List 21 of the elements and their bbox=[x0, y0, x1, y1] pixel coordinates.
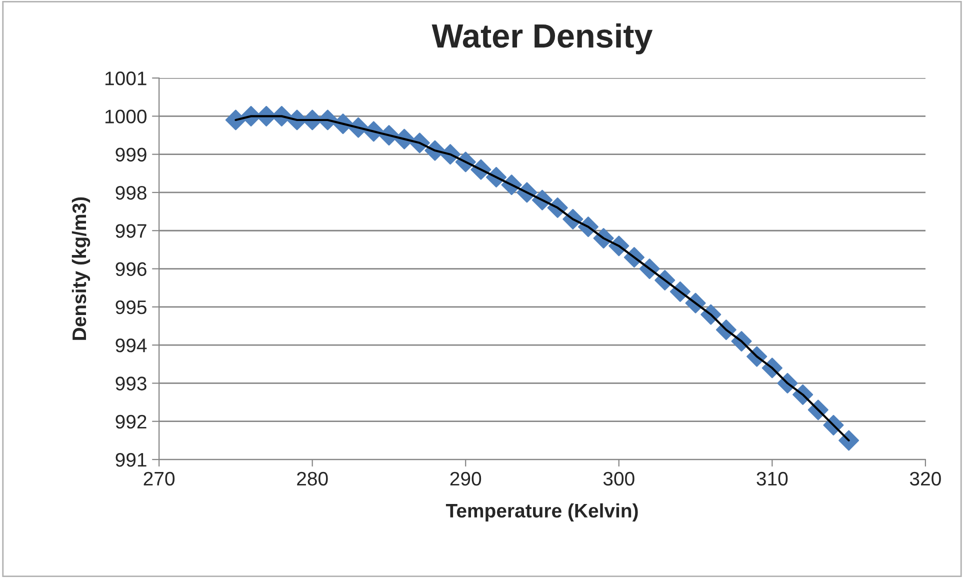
x-tick-label: 310 bbox=[756, 472, 788, 486]
y-tick-label: 994 bbox=[116, 338, 147, 352]
x-tick-label: 320 bbox=[910, 472, 941, 486]
x-tick-label: 280 bbox=[297, 472, 328, 486]
y-tick-label: 996 bbox=[116, 262, 146, 276]
y-tick-label: 992 bbox=[116, 414, 146, 429]
y-axis-title: Density (kg/m3) bbox=[72, 197, 90, 340]
x-axis-title: Temperature (Kelvin) bbox=[446, 503, 638, 522]
x-tick-label: 290 bbox=[450, 472, 482, 486]
y-tick-label: 993 bbox=[116, 376, 146, 390]
y-tick-label: 991 bbox=[116, 452, 146, 467]
point bbox=[838, 430, 860, 451]
x-tick-label: 300 bbox=[603, 472, 634, 486]
y-tick-label: 1001 bbox=[105, 72, 146, 86]
y-tick-label: 995 bbox=[116, 300, 146, 314]
y-tick-label: 1000 bbox=[105, 110, 146, 124]
y-tick-label: 999 bbox=[116, 148, 146, 162]
y-tick-label: 997 bbox=[116, 224, 146, 238]
y-tick-label: 998 bbox=[116, 186, 146, 200]
x-tick-label: 270 bbox=[144, 472, 175, 486]
chart-title: Water Density bbox=[432, 23, 653, 54]
